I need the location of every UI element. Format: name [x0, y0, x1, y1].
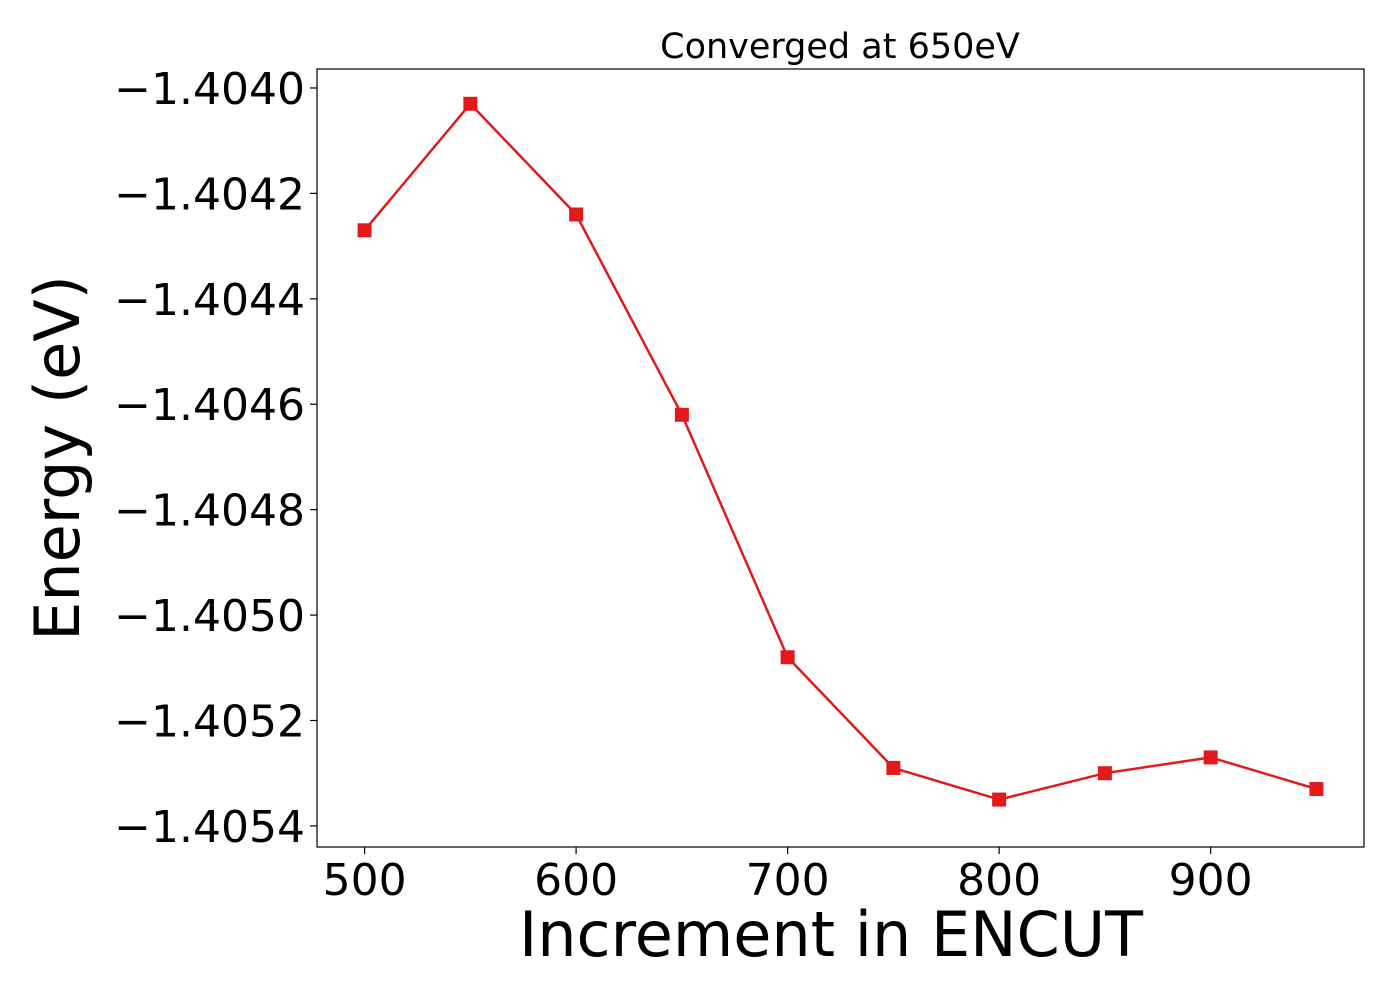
data-point-marker: [463, 96, 478, 111]
x-axis-label: Increment in ENCUT: [519, 898, 1144, 971]
data-point-marker: [992, 792, 1007, 807]
x-tick-label: 800: [957, 855, 1041, 906]
y-tick-label: −1.4042: [114, 169, 305, 220]
x-tick-label: 700: [746, 855, 830, 906]
x-tick-label: 900: [1169, 855, 1253, 906]
x-axis: 500 600 700 800 900: [323, 847, 1253, 906]
data-point-marker: [674, 407, 689, 422]
energy-series-line: [363, 102, 1317, 801]
y-tick-label: −1.4044: [114, 275, 305, 326]
y-tick-label: −1.4046: [114, 380, 305, 431]
data-point-marker: [357, 223, 372, 238]
y-axis-label: Energy (eV): [21, 275, 94, 641]
y-tick-label: −1.4054: [114, 802, 305, 853]
y-tick-label: −1.4052: [114, 696, 305, 747]
energy-series-markers: [357, 96, 1324, 807]
data-point-marker: [569, 207, 584, 222]
data-point-marker: [780, 650, 795, 665]
x-tick-label: 500: [323, 855, 407, 906]
data-point-marker: [1097, 766, 1112, 781]
y-tick-label: −1.4040: [114, 64, 305, 115]
chart-title: Converged at 650eV: [660, 27, 1020, 67]
y-axis: −1.4040 −1.4042 −1.4044 −1.4046 −1.4048 −1.40…: [114, 64, 317, 853]
y-tick-label: −1.4050: [114, 591, 305, 642]
data-point-marker: [886, 760, 901, 775]
data-point-marker: [1203, 750, 1218, 765]
data-point-marker: [1309, 782, 1324, 797]
y-tick-label: −1.4048: [114, 486, 305, 537]
x-tick-label: 600: [534, 855, 618, 906]
plot-area-frame: [316, 68, 1365, 848]
